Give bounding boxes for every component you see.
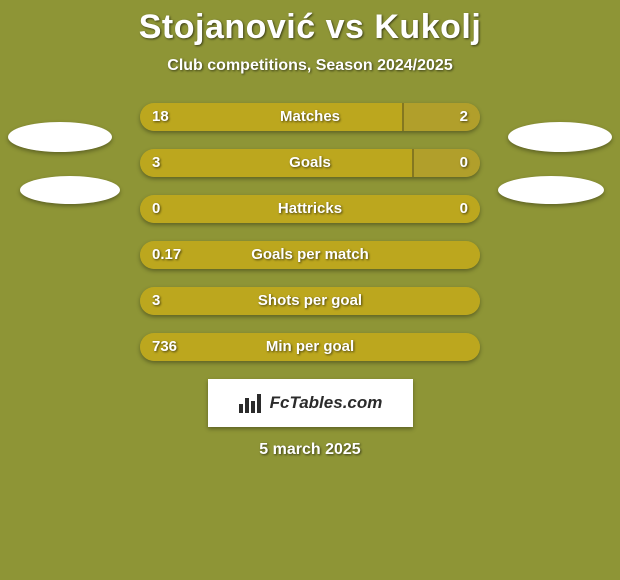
bar-left bbox=[140, 333, 480, 361]
fctables-badge[interactable]: FcTables.com bbox=[208, 379, 413, 427]
bar-track bbox=[140, 241, 480, 269]
bar-track bbox=[140, 103, 480, 131]
page-title: Stojanović vs Kukolj bbox=[0, 0, 620, 47]
bar-divider bbox=[402, 103, 404, 131]
comparison-row: Goals30 bbox=[0, 149, 620, 177]
bar-left bbox=[140, 195, 480, 223]
bars-icon bbox=[238, 392, 264, 414]
bar-left bbox=[140, 287, 480, 315]
comparison-row: Goals per match0.17 bbox=[0, 241, 620, 269]
date-label: 5 march 2025 bbox=[0, 441, 620, 459]
bar-left bbox=[140, 241, 480, 269]
bar-left bbox=[140, 149, 412, 177]
subtitle: Club competitions, Season 2024/2025 bbox=[0, 57, 620, 75]
comparison-row: Matches182 bbox=[0, 103, 620, 131]
badge-text: FcTables.com bbox=[270, 393, 383, 413]
bar-track bbox=[140, 287, 480, 315]
bar-track bbox=[140, 195, 480, 223]
bar-left bbox=[140, 103, 402, 131]
bar-track bbox=[140, 149, 480, 177]
comparison-row: Hattricks00 bbox=[0, 195, 620, 223]
comparison-row: Min per goal736 bbox=[0, 333, 620, 361]
bar-right bbox=[412, 149, 480, 177]
bar-track bbox=[140, 333, 480, 361]
bar-right bbox=[402, 103, 480, 131]
bar-divider bbox=[412, 149, 414, 177]
comparison-row: Shots per goal3 bbox=[0, 287, 620, 315]
